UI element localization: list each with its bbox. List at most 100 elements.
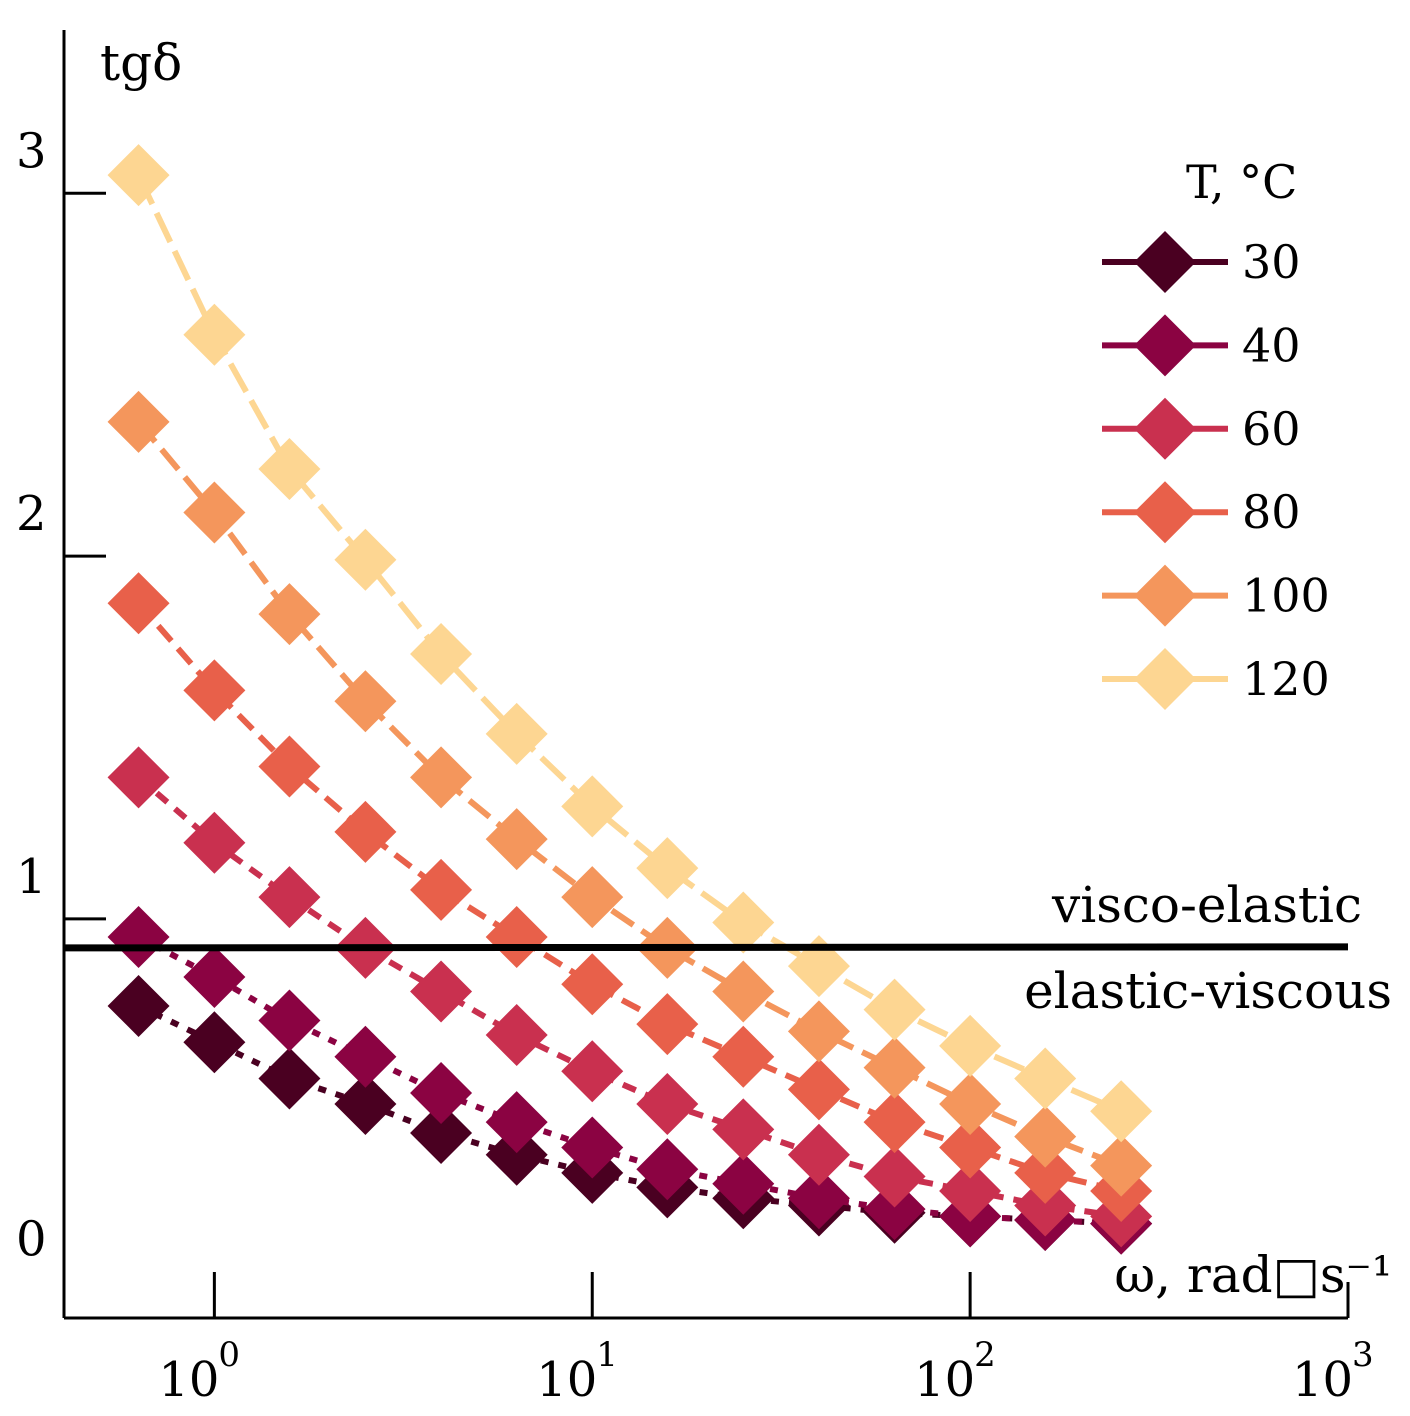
y-tick-label-2: 2 bbox=[16, 486, 47, 542]
point-100-13 bbox=[1090, 1134, 1153, 1197]
point-100-11 bbox=[939, 1072, 1002, 1135]
y-tick-label-0: 0 bbox=[16, 1212, 47, 1268]
point-80-5 bbox=[485, 906, 548, 969]
point-120-2 bbox=[258, 438, 321, 501]
point-80-4 bbox=[410, 858, 473, 921]
point-80-6 bbox=[561, 953, 624, 1016]
point-100-12 bbox=[1014, 1105, 1077, 1168]
series-120 bbox=[107, 144, 1153, 1143]
point-60-7 bbox=[636, 1072, 699, 1135]
point-40-1 bbox=[183, 945, 246, 1008]
series-line-60 bbox=[136, 775, 1122, 1220]
point-120-8 bbox=[712, 891, 775, 954]
x-tick-label-1: 10 bbox=[536, 1352, 597, 1408]
visco-elastic-label: visco-elastic bbox=[1051, 876, 1362, 934]
point-40-3 bbox=[334, 1025, 397, 1088]
series-60 bbox=[107, 746, 1153, 1248]
point-100-5 bbox=[485, 808, 548, 871]
point-100-8 bbox=[712, 960, 775, 1023]
point-120-12 bbox=[1014, 1047, 1077, 1110]
point-30-1 bbox=[183, 1011, 246, 1074]
x-tick-label-2: 10 bbox=[914, 1352, 975, 1408]
point-40-2 bbox=[258, 989, 321, 1052]
legend-marker-60 bbox=[1134, 397, 1196, 460]
x-tick-exp-1: 1 bbox=[596, 1335, 618, 1375]
legend-marker-100 bbox=[1134, 564, 1196, 627]
point-60-6 bbox=[561, 1040, 624, 1103]
point-30-3 bbox=[334, 1072, 397, 1135]
y-tick-label-3: 3 bbox=[16, 123, 47, 179]
point-40-9 bbox=[787, 1167, 850, 1230]
point-80-0 bbox=[107, 572, 170, 635]
point-40-0 bbox=[107, 906, 170, 969]
x-tick-exp-2: 2 bbox=[974, 1335, 996, 1375]
point-60-10 bbox=[863, 1145, 926, 1208]
point-120-0 bbox=[107, 144, 170, 207]
point-30-2 bbox=[258, 1047, 321, 1110]
point-60-12 bbox=[1014, 1174, 1077, 1237]
point-40-5 bbox=[485, 1091, 548, 1154]
point-40-4 bbox=[410, 1062, 473, 1125]
point-60-8 bbox=[712, 1098, 775, 1161]
legend-label-100: 100 bbox=[1242, 569, 1330, 623]
point-80-10 bbox=[863, 1091, 926, 1154]
threshold-line bbox=[63, 943, 1349, 952]
point-80-8 bbox=[712, 1025, 775, 1088]
series-100 bbox=[107, 390, 1153, 1197]
series-40 bbox=[107, 906, 1153, 1255]
point-80-11 bbox=[939, 1116, 1002, 1179]
point-60-5 bbox=[485, 1004, 548, 1067]
legend-title: T, °C bbox=[1186, 155, 1297, 209]
point-120-10 bbox=[863, 978, 926, 1041]
x-tick-exp-3: 3 bbox=[1352, 1335, 1374, 1375]
point-100-4 bbox=[410, 746, 473, 809]
y-tick-label-1: 1 bbox=[16, 849, 47, 905]
point-120-1 bbox=[183, 303, 246, 366]
point-100-1 bbox=[183, 481, 246, 544]
point-120-13 bbox=[1090, 1080, 1153, 1143]
elastic-viscous-label: elastic-viscous bbox=[1024, 962, 1392, 1020]
point-60-4 bbox=[410, 960, 473, 1023]
series-line-120 bbox=[135, 173, 1123, 1114]
legend-marker-80 bbox=[1134, 481, 1196, 544]
point-120-3 bbox=[334, 528, 397, 591]
point-120-5 bbox=[485, 702, 548, 765]
point-40-10 bbox=[863, 1178, 926, 1241]
x-tick-label-3: 10 bbox=[1292, 1352, 1353, 1408]
x-axis-label: ω, rad□s⁻¹ bbox=[1114, 1246, 1392, 1304]
point-30-0 bbox=[107, 974, 170, 1037]
point-30-5 bbox=[485, 1123, 548, 1186]
legend-label-40: 40 bbox=[1242, 318, 1301, 372]
point-80-3 bbox=[334, 800, 397, 863]
point-80-2 bbox=[258, 735, 321, 798]
point-60-1 bbox=[183, 811, 246, 874]
point-60-2 bbox=[258, 866, 321, 929]
legend-label-60: 60 bbox=[1242, 402, 1301, 456]
point-80-1 bbox=[183, 659, 246, 722]
point-30-4 bbox=[410, 1101, 473, 1164]
x-tick-label-0: 10 bbox=[158, 1352, 219, 1408]
point-60-11 bbox=[939, 1160, 1002, 1223]
point-60-9 bbox=[787, 1123, 850, 1186]
legend-marker-40 bbox=[1134, 314, 1196, 377]
point-40-8 bbox=[712, 1152, 775, 1215]
point-120-6 bbox=[561, 775, 624, 838]
legend-label-30: 30 bbox=[1242, 235, 1301, 289]
y-axis-label: tgδ bbox=[100, 34, 182, 92]
point-100-9 bbox=[787, 1000, 850, 1063]
point-80-12 bbox=[1014, 1141, 1077, 1204]
series-layer bbox=[107, 144, 1153, 1255]
point-40-7 bbox=[636, 1138, 699, 1201]
point-120-7 bbox=[636, 837, 699, 900]
point-80-9 bbox=[787, 1058, 850, 1121]
point-120-11 bbox=[939, 1014, 1002, 1077]
series-80 bbox=[107, 572, 1153, 1223]
legend-marker-30 bbox=[1134, 231, 1196, 293]
x-tick-exp-0: 0 bbox=[218, 1335, 240, 1375]
point-80-7 bbox=[636, 993, 699, 1056]
legend-marker-120 bbox=[1134, 648, 1196, 710]
legend-label-80: 80 bbox=[1242, 485, 1301, 539]
point-40-6 bbox=[561, 1116, 624, 1179]
legend-label-120: 120 bbox=[1242, 652, 1330, 706]
